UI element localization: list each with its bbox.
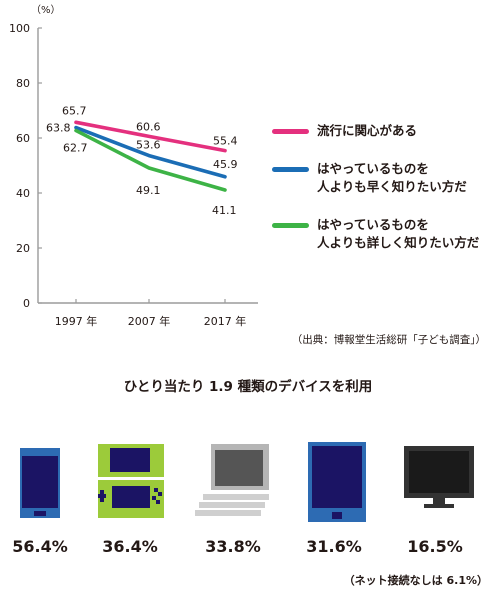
- series-line-3: [74, 128, 227, 192]
- data-label-s3-p2: 49.1: [136, 184, 161, 197]
- device-subtitle: ひとり当たり 1.9 種類のデバイスを利用: [123, 379, 373, 395]
- legend-swatch-blue: [272, 167, 309, 172]
- data-label-s2-p3: 45.9: [213, 158, 238, 171]
- tablet-icon: [300, 442, 390, 527]
- legend-swatch-pink: [272, 129, 309, 134]
- series-line-2: [74, 125, 227, 179]
- legend-label-2a: はやっているものを: [317, 161, 429, 176]
- device-share-smartphone: 56.4%: [12, 537, 68, 556]
- legend-label-3b: 人よりも詳しく知りたい方だ: [317, 235, 480, 250]
- data-label-s3-p1: 62.7: [63, 142, 88, 155]
- data-label-s2-p2: 53.6: [136, 139, 161, 152]
- y-tick-label: 0: [23, 297, 30, 310]
- y-tick-label: 100: [9, 22, 30, 35]
- device-share-tablet: 31.6%: [306, 537, 362, 556]
- series-line-1: [74, 120, 227, 153]
- line-chart: （%） 0 20 40 60 80 100 1997 年 2007 年 2017 年 65.7 60.…: [9, 4, 258, 328]
- legend-label-3a: はやっているものを: [317, 217, 429, 232]
- y-tick-label: 80: [16, 77, 30, 90]
- legend-label-2b: 人よりも早く知りたい方だ: [317, 179, 467, 194]
- legend-item-trend-interest: 流行に関心がある: [272, 122, 417, 140]
- laptop-pc-icon: [193, 442, 283, 527]
- x-tick-label: 2017 年: [204, 314, 247, 328]
- handheld-game-console-icon: [94, 442, 184, 527]
- device-share-pc: 33.8%: [205, 537, 261, 556]
- legend-item-know-detail: はやっているものを 人よりも詳しく知りたい方だ: [272, 216, 479, 252]
- no-internet-note: （ネット接続なしは 6.1%）: [343, 574, 488, 587]
- tv-monitor-icon: [400, 442, 490, 527]
- data-label-s3-p3: 41.1: [212, 204, 237, 217]
- x-tick-label: 1997 年: [55, 314, 98, 328]
- source-note: （出典：博報堂生活総研「子ども調査」）: [291, 334, 486, 346]
- device-share-tv: 16.5%: [407, 537, 463, 556]
- smartphone-icon: [12, 442, 102, 527]
- x-tick-label: 2007 年: [128, 314, 171, 328]
- y-tick-label: 60: [16, 132, 30, 145]
- data-label-s1-p1: 65.7: [62, 104, 87, 117]
- y-axis-unit-label: （%）: [31, 4, 61, 16]
- data-label-s2-p1: 63.8: [46, 122, 71, 135]
- y-tick-label: 20: [16, 242, 30, 255]
- legend-item-know-early: はやっているものを 人よりも早く知りたい方だ: [272, 160, 467, 196]
- y-tick-label: 40: [16, 187, 30, 200]
- legend-label-1: 流行に関心がある: [317, 123, 418, 138]
- data-label-s1-p2: 60.6: [136, 120, 161, 133]
- data-label-s1-p3: 55.4: [213, 135, 238, 148]
- device-share-game-console: 36.4%: [102, 537, 158, 556]
- legend-swatch-green: [272, 223, 309, 228]
